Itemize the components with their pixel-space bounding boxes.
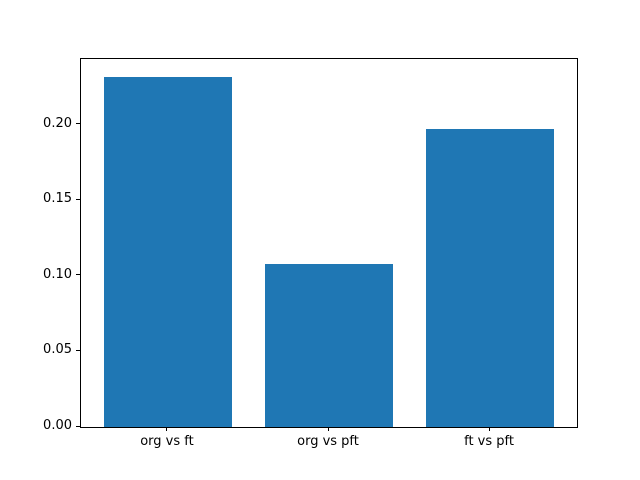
y-tick-mark	[76, 425, 80, 427]
y-tick-label: 0.05	[43, 342, 72, 358]
y-tick-label: 0.20	[43, 115, 72, 131]
x-tick-label: ft vs pft	[464, 434, 514, 449]
x-tick-label: org vs ft	[140, 434, 194, 449]
bars-layer	[81, 59, 577, 427]
x-tick-mark	[488, 427, 490, 431]
y-tick-mark	[76, 349, 80, 351]
y-tick-label: 0.00	[43, 418, 72, 433]
y-tick-label: 0.10	[43, 266, 72, 282]
x-tick-mark	[166, 427, 168, 431]
plot-area	[80, 58, 578, 428]
y-tick-mark	[76, 123, 80, 125]
bar-org-vs-pft	[264, 263, 394, 427]
y-tick-label: 0.15	[43, 191, 72, 207]
x-tick-label: org vs pft	[297, 434, 359, 449]
x-tick-mark	[327, 427, 329, 431]
y-tick-mark	[76, 274, 80, 276]
bar-org-vs-ft	[103, 76, 233, 427]
y-tick-mark	[76, 198, 80, 200]
bar-ft-vs-pft	[425, 129, 555, 427]
